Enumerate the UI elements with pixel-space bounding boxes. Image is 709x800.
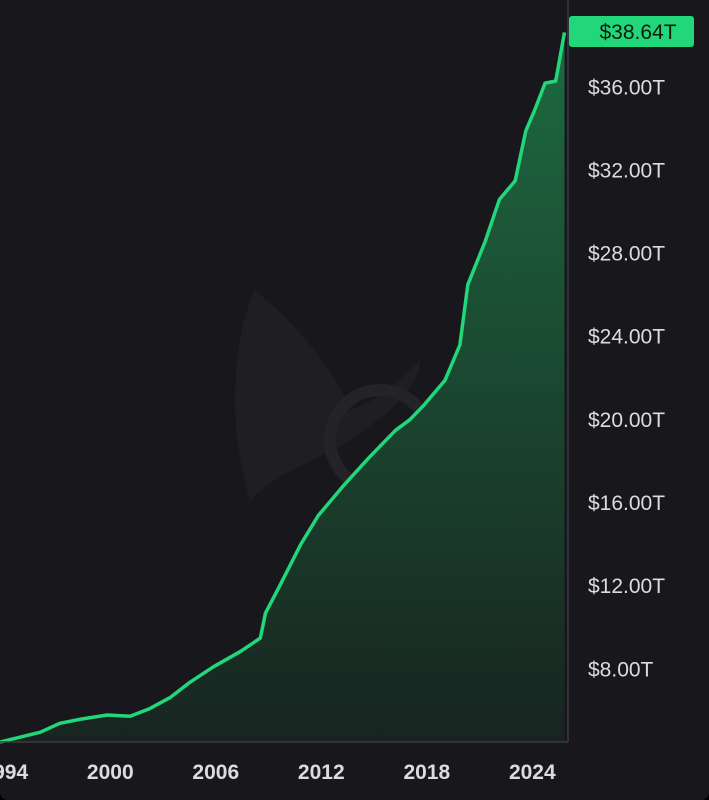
y-tick-label: $12.00T	[588, 575, 665, 598]
x-tick-label: 2006	[192, 761, 239, 784]
x-tick-label: 2012	[298, 761, 345, 784]
y-tick-label: $16.00T	[588, 492, 665, 515]
y-tick-label: $28.00T	[588, 243, 665, 266]
last-value-badge: $38.64T	[569, 16, 694, 47]
y-tick-label: $8.00T	[588, 658, 654, 681]
area-fill	[0, 32, 565, 742]
y-tick-label: $20.00T	[588, 409, 665, 432]
x-tick-label: 2000	[87, 761, 134, 784]
x-tick-label: 2018	[403, 761, 450, 784]
x-tick-label: 1994	[0, 761, 28, 784]
y-tick-label: $36.00T	[588, 76, 665, 99]
series-line	[0, 32, 567, 744]
x-tick-label: 2024	[509, 761, 556, 784]
y-tick-label: $32.00T	[588, 159, 665, 182]
last-value-label: $38.64T	[599, 21, 676, 44]
y-tick-label: $24.00T	[588, 326, 665, 349]
